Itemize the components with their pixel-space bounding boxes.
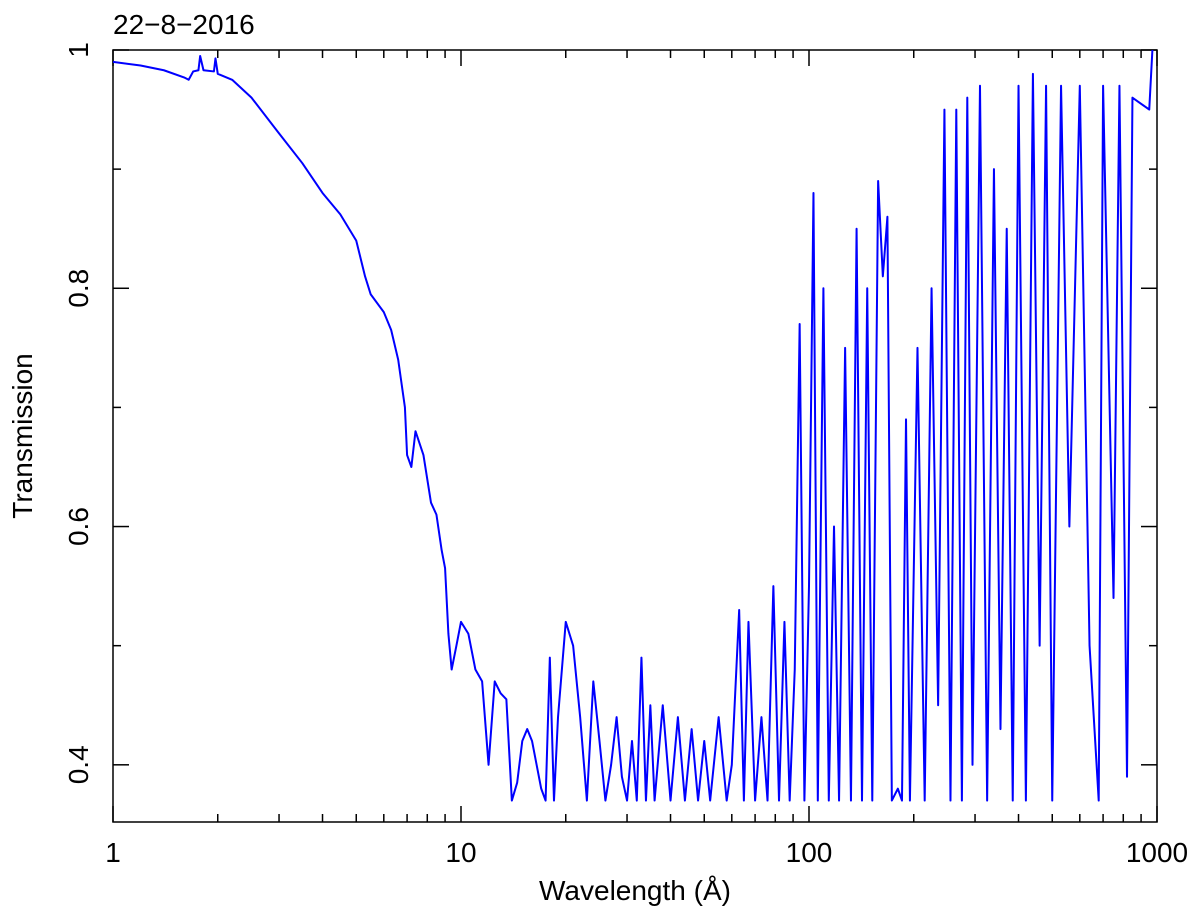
y-tick-label: 0.8 bbox=[63, 269, 94, 308]
y-tick-label: 0.6 bbox=[63, 507, 94, 546]
chart-title: 22−8−2016 bbox=[113, 9, 255, 40]
y-tick-label: 1 bbox=[63, 42, 94, 58]
plot-frame bbox=[112, 49, 1158, 823]
transmission-line bbox=[112, 49, 1154, 802]
x-tick-label: 1000 bbox=[1126, 837, 1188, 868]
x-tick-label: 10 bbox=[445, 837, 476, 868]
x-tick-label: 1 bbox=[105, 837, 121, 868]
y-axis-label: Transmission bbox=[7, 353, 38, 518]
x-axis-label: Wavelength (Å) bbox=[539, 875, 731, 906]
y-tick-label: 0.4 bbox=[63, 745, 94, 784]
x-tick-label: 100 bbox=[786, 837, 833, 868]
